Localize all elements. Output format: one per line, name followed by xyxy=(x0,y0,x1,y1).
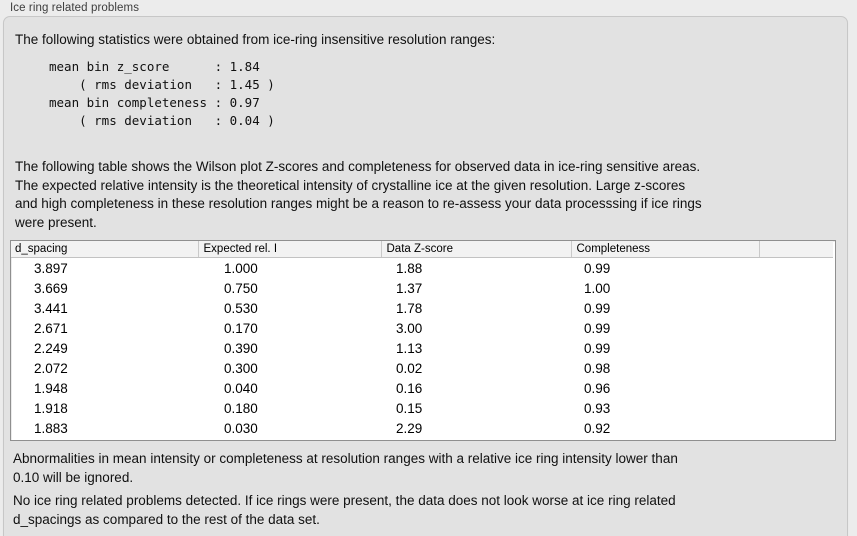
table-cell: 1.000 xyxy=(224,260,258,276)
table-cell: 2.072 xyxy=(34,360,68,376)
column-header-completeness[interactable]: Completeness xyxy=(571,241,760,258)
table-cell: 0.99 xyxy=(584,340,611,356)
table-cell: 3.441 xyxy=(34,300,68,316)
table-cell: 0.180 xyxy=(224,400,258,416)
table-cell: 0.99 xyxy=(584,320,611,336)
column-header-expected-rel-i[interactable]: Expected rel. I xyxy=(198,241,382,258)
table-cell-empty xyxy=(759,358,833,378)
table-row[interactable]: 2.072 0.300 0.02 0.98 xyxy=(11,358,833,378)
column-header-data-z-score[interactable]: Data Z-score xyxy=(381,241,572,258)
table-cell-empty xyxy=(759,398,833,418)
table-cell: 1.88 xyxy=(396,260,423,276)
table-cell-empty xyxy=(759,278,833,298)
table-row[interactable]: 3.441 0.530 1.78 0.99 xyxy=(11,298,833,318)
table-cell: 0.96 xyxy=(584,380,611,396)
table-cell: 1.78 xyxy=(396,300,423,316)
table-cell-empty xyxy=(759,258,833,279)
table-row[interactable]: 1.918 0.180 0.15 0.93 xyxy=(11,398,833,418)
table-cell: 0.93 xyxy=(584,400,611,416)
table-cell-empty xyxy=(759,298,833,318)
table-row[interactable]: 2.249 0.390 1.13 0.99 xyxy=(11,338,833,358)
conclusion-note: No ice ring related problems detected. I… xyxy=(13,493,676,527)
table-cell: 0.16 xyxy=(396,380,423,396)
ignore-rule-note: Abnormalities in mean intensity or compl… xyxy=(13,451,678,485)
column-header-d-spacing[interactable]: d_spacing xyxy=(11,241,199,258)
table-cell: 2.249 xyxy=(34,340,68,356)
table-cell: 0.99 xyxy=(584,260,611,276)
table-row[interactable]: 3.669 0.750 1.37 1.00 xyxy=(11,278,833,298)
table-cell-empty xyxy=(759,418,833,438)
table-cell: 2.29 xyxy=(396,420,423,436)
table-cell: 0.300 xyxy=(224,360,258,376)
table-cell: 0.02 xyxy=(396,360,423,376)
stats-block: mean bin z_score : 1.84 ( rms deviation … xyxy=(49,59,275,128)
table-cell: 1.13 xyxy=(396,340,423,356)
table-cell: 0.98 xyxy=(584,360,611,376)
table-cell: 0.92 xyxy=(584,420,611,436)
table-header: d_spacing Expected rel. I Data Z-score C… xyxy=(11,241,833,258)
table-cell-empty xyxy=(759,338,833,358)
table-cell: 0.040 xyxy=(224,380,258,396)
table-cell-empty xyxy=(759,378,833,398)
table-cell: 3.669 xyxy=(34,280,68,296)
table-row[interactable]: 3.897 1.000 1.88 0.99 xyxy=(11,258,833,279)
table-cell: 1.00 xyxy=(584,280,611,296)
table-cell: 1.918 xyxy=(34,400,68,416)
table-row[interactable]: 1.883 0.030 2.29 0.92 xyxy=(11,418,833,438)
table-row[interactable]: 1.948 0.040 0.16 0.96 xyxy=(11,378,833,398)
table-cell: 1.37 xyxy=(396,280,423,296)
table-cell: 0.750 xyxy=(224,280,258,296)
table-cell: 0.99 xyxy=(584,300,611,316)
ice-ring-table[interactable]: d_spacing Expected rel. I Data Z-score C… xyxy=(10,240,836,441)
table-cell: 1.883 xyxy=(34,420,68,436)
table-body: 3.897 1.000 1.88 0.99 3.669 0.750 1.37 1.00 3.44… xyxy=(11,258,833,439)
table-cell-empty xyxy=(759,318,833,338)
table-cell: 0.390 xyxy=(224,340,258,356)
table-cell: 3.897 xyxy=(34,260,68,276)
table-cell: 0.030 xyxy=(224,420,258,436)
table-cell: 0.170 xyxy=(224,320,258,336)
table-row[interactable]: 2.671 0.170 3.00 0.99 xyxy=(11,318,833,338)
table-cell: 0.530 xyxy=(224,300,258,316)
table-cell: 3.00 xyxy=(396,320,423,336)
intro-text: The following statistics were obtained f… xyxy=(15,32,496,47)
table-cell: 0.15 xyxy=(396,400,423,416)
table-cell: 1.948 xyxy=(34,380,68,396)
description-text: The following table shows the Wilson plo… xyxy=(15,159,702,230)
column-header-empty xyxy=(759,241,833,258)
table-cell: 2.671 xyxy=(34,320,68,336)
panel-title: Ice ring related problems xyxy=(10,2,140,14)
